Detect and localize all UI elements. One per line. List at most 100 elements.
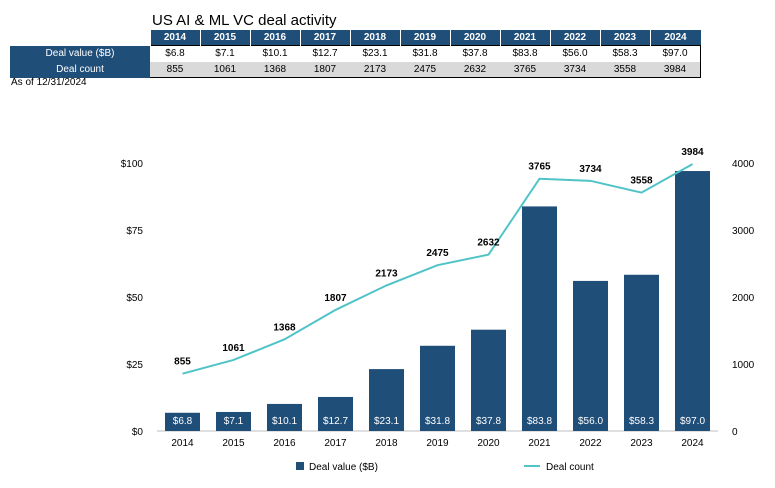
bar-deal-value	[522, 206, 557, 431]
line-point-label: 2475	[426, 248, 449, 259]
as-of-note: As of 12/31/2024	[11, 77, 87, 88]
x-tick-label: 2024	[681, 438, 704, 449]
x-tick-label: 2018	[375, 438, 398, 449]
table-cell: 2632	[450, 61, 500, 78]
table-year-header: 2017	[299, 30, 350, 46]
line-point-label: 1061	[222, 343, 245, 354]
data-table: 2014 2015 2016 2017 2018 2019 2020 2021 …	[10, 30, 701, 78]
table-row-label: Deal count	[10, 61, 150, 78]
table-row-deal-value: Deal value ($B) $6.8 $7.1 $10.1 $12.7 $2…	[10, 45, 701, 62]
table-year-header: 2022	[549, 30, 600, 46]
bar-deal-value	[420, 345, 455, 431]
y-right-tick-label: 3000	[732, 226, 755, 237]
table-cell: 1368	[250, 61, 300, 78]
table-year-header: 2019	[399, 30, 450, 46]
table-row-label: Deal value ($B)	[10, 45, 150, 62]
table-year-header: 2018	[349, 30, 400, 46]
table-cell: $37.8	[450, 45, 500, 62]
table-cell: $83.8	[500, 45, 550, 62]
line-point-label: 1368	[273, 322, 296, 333]
line-point-label: 3984	[681, 147, 704, 158]
bar-value-label: $31.8	[425, 416, 450, 427]
line-point-label: 3558	[630, 176, 653, 187]
table-row-deal-count: Deal count 855 1061 1368 1807 2173 2475 …	[10, 61, 701, 78]
table-cell: $12.7	[300, 45, 350, 62]
x-tick-label: 2023	[630, 438, 653, 449]
bar-deal-value	[369, 369, 404, 431]
bar-value-label: $97.0	[680, 416, 705, 427]
table-year-header: 2021	[499, 30, 550, 46]
legend-label-deal-value: Deal value ($B)	[309, 462, 378, 473]
table-cell: 1061	[200, 61, 250, 78]
table-cell: 3558	[600, 61, 650, 78]
line-point-label: 2173	[375, 268, 398, 279]
bar-value-label: $56.0	[578, 416, 603, 427]
bar-deal-value	[573, 280, 608, 431]
bar-value-label: $6.8	[173, 416, 193, 427]
bar-deal-value	[267, 403, 302, 431]
table-cell: 3734	[550, 61, 600, 78]
line-point-label: 2632	[477, 238, 500, 249]
bar-value-label: $7.1	[224, 416, 244, 427]
y-right-tick-label: 1000	[732, 360, 755, 371]
bar-value-label: $10.1	[272, 416, 297, 427]
x-tick-label: 2017	[324, 438, 347, 449]
bar-deal-value	[216, 411, 251, 431]
table-cell: 2173	[350, 61, 400, 78]
table-year-header: 2024	[649, 30, 701, 46]
table-year-header: 2016	[249, 30, 300, 46]
legend-label-deal-count: Deal count	[546, 462, 594, 473]
table-cell: 855	[150, 61, 200, 78]
line-point-label: 855	[174, 357, 191, 368]
line-point-label: 3765	[528, 162, 551, 173]
bar-deal-value	[624, 274, 659, 431]
x-tick-label: 2021	[528, 438, 551, 449]
table-cell: $6.8	[150, 45, 200, 62]
table-cell: 1807	[300, 61, 350, 78]
line-point-label: 1807	[324, 293, 347, 304]
table-year-header: 2023	[599, 30, 650, 46]
line-point-label: 3734	[579, 164, 602, 175]
table-cell: 3765	[500, 61, 550, 78]
x-tick-label: 2014	[171, 438, 194, 449]
bar-value-label: $37.8	[476, 416, 501, 427]
table-cell: 3984	[650, 61, 701, 78]
bar-deal-value	[471, 329, 506, 431]
chart-title: US AI & ML VC deal activity	[152, 12, 337, 29]
y-left-tick-label: $100	[121, 159, 144, 170]
x-tick-label: 2020	[477, 438, 500, 449]
table-cell: $31.8	[400, 45, 450, 62]
bar-deal-value	[318, 396, 353, 431]
y-right-tick-label: 0	[732, 427, 738, 438]
x-tick-label: 2016	[273, 438, 296, 449]
y-right-tick-label: 4000	[732, 159, 755, 170]
table-year-header: 2020	[449, 30, 500, 46]
y-left-tick-label: $50	[126, 293, 143, 304]
table-cell: 2475	[400, 61, 450, 78]
bar-value-label: $23.1	[374, 416, 399, 427]
y-left-tick-label: $0	[132, 427, 144, 438]
table-cell: $10.1	[250, 45, 300, 62]
y-left-tick-label: $75	[126, 226, 143, 237]
x-tick-label: 2015	[222, 438, 245, 449]
table-year-header: 2015	[199, 30, 250, 46]
x-tick-label: 2019	[426, 438, 449, 449]
legend-swatch-deal-value	[296, 462, 304, 470]
bar-deal-value	[165, 412, 200, 431]
table-year-header: 2014	[149, 30, 200, 46]
bar-deal-value	[675, 171, 710, 432]
x-tick-label: 2022	[579, 438, 602, 449]
table-cell: $58.3	[600, 45, 650, 62]
table-cell: $97.0	[650, 45, 701, 62]
table-cell: $7.1	[200, 45, 250, 62]
y-right-tick-label: 2000	[732, 293, 755, 304]
table-header-row: 2014 2015 2016 2017 2018 2019 2020 2021 …	[10, 30, 701, 46]
y-left-tick-label: $25	[126, 360, 143, 371]
line-deal-count	[182, 163, 693, 375]
table-cell: $23.1	[350, 45, 400, 62]
bar-value-label: $58.3	[629, 416, 654, 427]
table-cell: $56.0	[550, 45, 600, 62]
bar-value-label: $83.8	[527, 416, 552, 427]
bar-value-label: $12.7	[323, 416, 348, 427]
